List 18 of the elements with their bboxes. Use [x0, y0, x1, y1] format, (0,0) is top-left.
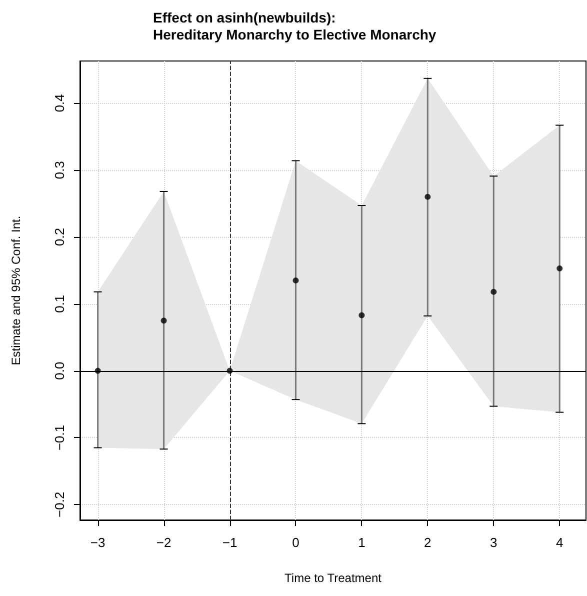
y-tick-label: 0.1	[52, 294, 67, 313]
y-tick-label: −0.1	[52, 424, 67, 451]
y-tick-label: −0.2	[52, 492, 67, 518]
x-tick-label: 0	[292, 535, 300, 550]
chart-title: Effect on asinh(newbuilds): Hereditary Monarchy to Elective Monarchy	[153, 10, 436, 42]
y-tick-label: 0.2	[52, 228, 67, 246]
y-tick-label: 0.3	[52, 161, 67, 180]
x-tick-label: 4	[556, 535, 564, 550]
y-axis-title: Estimate and 95% Conf. Int.	[9, 216, 23, 366]
y-tick-label: 0.4	[52, 94, 67, 112]
x-tick-label: −1	[222, 535, 238, 550]
x-tick-label: −3	[90, 535, 106, 550]
x-tick-label: 1	[358, 535, 366, 550]
x-axis-title: Time to Treatment	[284, 571, 382, 585]
x-tick-label: 2	[424, 535, 432, 550]
y-tick-label: 0.0	[52, 362, 67, 380]
x-tick-label: 3	[490, 535, 498, 550]
x-tick-label: −2	[156, 535, 172, 550]
